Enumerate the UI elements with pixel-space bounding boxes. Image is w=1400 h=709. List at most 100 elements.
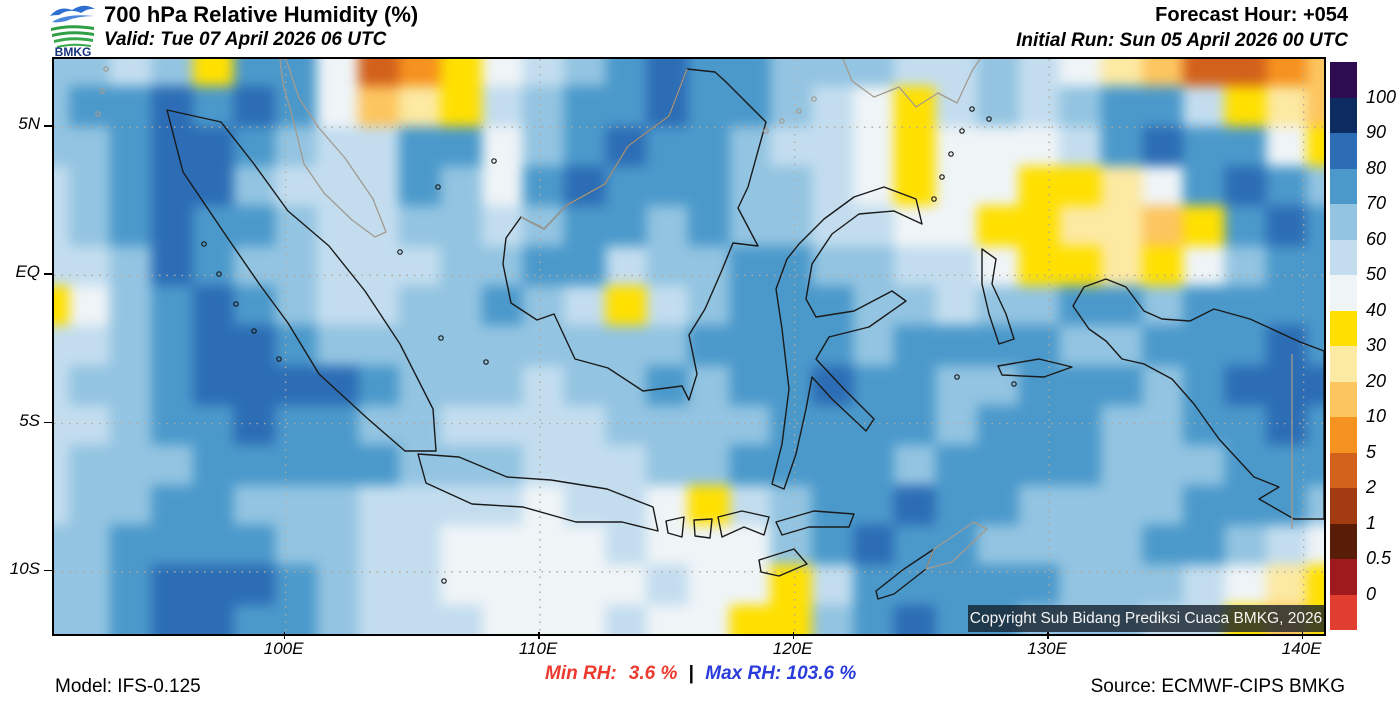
rh-grid-cell: [68, 604, 113, 634]
rh-grid-cell: [770, 564, 814, 607]
rh-grid-cell: [1018, 166, 1062, 209]
rh-grid-cell: [853, 604, 897, 634]
x-tick-label: 130E: [1027, 639, 1067, 658]
colorbar-segment: [1330, 381, 1357, 417]
rh-grid-cell: [1307, 285, 1324, 328]
rh-grid-cell: [54, 365, 71, 408]
rh-grid-cell: [192, 484, 237, 527]
island-outline: [95, 111, 101, 117]
rh-grid-cell: [646, 445, 691, 488]
rh-grid-cell: [192, 86, 237, 129]
rh-grid-cell: [1100, 564, 1145, 607]
rh-grid-cell: [233, 405, 278, 448]
rh-grid-cell: [894, 365, 938, 408]
rh-grid-cell: [976, 245, 1021, 288]
rh-grid-cell: [564, 86, 608, 129]
rh-grid-cell: [1265, 524, 1310, 567]
rh-grid-cell: [935, 365, 979, 408]
rh-grid-cell: [605, 484, 649, 527]
rh-grid-cell: [54, 564, 71, 607]
rh-grid-cell: [1018, 59, 1062, 89]
rh-grid-cell: [192, 285, 237, 328]
rh-grid-cell: [357, 524, 402, 567]
rh-grid-cell: [1183, 484, 1227, 527]
rh-grid-cell: [151, 365, 195, 408]
rh-grid-cell: [1100, 86, 1145, 129]
rh-grid-cell: [605, 405, 649, 448]
rh-grid-cell: [605, 524, 649, 567]
rh-grid-cell: [68, 59, 113, 89]
colorbar-tick-label: 100: [1366, 86, 1397, 107]
rh-grid-cell: [192, 126, 237, 169]
rh-grid-cell: [1100, 285, 1145, 328]
rh-grid-cell: [1100, 126, 1145, 169]
rh-grid-cell: [68, 205, 113, 248]
rh-grid-cell: [440, 166, 484, 209]
rh-grid-cell: [811, 405, 856, 448]
rh-grid-cell: [275, 365, 319, 408]
colorbar-tick-label: 50: [1366, 264, 1387, 285]
rh-grid-cell: [54, 126, 71, 169]
rh-grid-cell: [1059, 126, 1103, 169]
bmkg-logo-text: BMKG: [55, 45, 92, 57]
rh-grid-cell: [151, 484, 195, 527]
rh-grid-cell: [687, 86, 732, 129]
rh-grid-cell: [564, 205, 608, 248]
rh-grid-cell: [1307, 245, 1324, 288]
island-outline: [438, 335, 444, 341]
rh-grid-cell: [1018, 245, 1062, 288]
rh-grid-cell: [440, 484, 484, 527]
rh-grid-cell: [1307, 484, 1324, 527]
x-tick-label: 110E: [518, 639, 558, 658]
rh-grid-cell: [853, 166, 897, 209]
rh-grid-cell: [1018, 205, 1062, 248]
colorbar-segment: [1330, 62, 1357, 98]
rh-grid-cell: [151, 325, 195, 368]
colorbar-tick-label: 10: [1366, 406, 1387, 427]
rh-grid-cell: [233, 445, 278, 488]
rh-grid-cell: [853, 365, 897, 408]
rh-grid-cell: [233, 484, 278, 527]
rh-grid-cell: [770, 604, 814, 634]
rh-grid-cell: [110, 405, 154, 448]
rh-grid-cell: [894, 524, 938, 567]
rh-grid-cell: [1183, 564, 1227, 607]
rh-grid-cell: [1307, 126, 1324, 169]
rh-grid-cell: [687, 325, 732, 368]
rh-grid-cell: [1224, 86, 1268, 129]
island-outline: [811, 96, 817, 102]
rh-grid-cell: [399, 126, 443, 169]
colorbar-segment: [1330, 310, 1357, 346]
rh-grid-cell: [894, 126, 938, 169]
rh-grid-cell: [1183, 524, 1227, 567]
colorbar-segment: [1330, 239, 1357, 275]
coastline-indonesia: [997, 358, 1073, 378]
rh-grid-cell: [646, 405, 691, 448]
rh-grid-cell: [605, 325, 649, 368]
rh-grid-cell: [935, 325, 979, 368]
rh-grid-cell: [233, 564, 278, 607]
rh-grid-cell: [1018, 445, 1062, 488]
colorbar-tick-label: 20: [1366, 370, 1387, 391]
rh-grid-cell: [687, 245, 732, 288]
coastline-indonesia: [1072, 278, 1324, 520]
rh-grid-cell: [729, 405, 773, 448]
rh-grid-cell: [316, 445, 360, 488]
rh-grid-cell: [481, 205, 525, 248]
rh-grid-cell: [316, 59, 360, 89]
rh-grid-cell: [1307, 325, 1324, 368]
rh-grid-cell: [316, 285, 360, 328]
rh-grid-cell: [811, 484, 856, 527]
island-outline: [276, 356, 282, 362]
rh-grid-cell: [1141, 405, 1186, 448]
rh-grid-cell: [233, 205, 278, 248]
rh-grid-cell: [316, 484, 360, 527]
rh-grid-cell: [1265, 59, 1310, 89]
rh-grid-cell: [1059, 325, 1103, 368]
rh-grid-cell: [1018, 524, 1062, 567]
source-label: Source: ECMWF-CIPS BMKG: [1090, 676, 1345, 697]
colorbar-tick-label: 40: [1366, 299, 1387, 320]
rh-grid-cell: [399, 205, 443, 248]
rh-grid-cell: [811, 524, 856, 567]
